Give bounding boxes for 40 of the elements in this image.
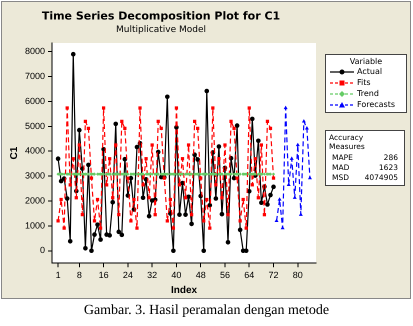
point	[284, 106, 288, 110]
point	[286, 182, 291, 186]
point	[302, 119, 306, 123]
legend-label: Trend	[357, 89, 379, 98]
point	[274, 218, 279, 222]
text: Gambar. 3. Hasil peramalan dengan metode	[82, 303, 330, 319]
x-tick-label: 72	[268, 270, 279, 280]
legend-label: Actual	[357, 67, 382, 76]
legend-label: Forecasts	[357, 100, 396, 109]
point	[304, 126, 309, 130]
chart-title: Time Series Decomposition Plot for C1	[42, 9, 280, 22]
point	[308, 176, 312, 180]
legend-label: Fits	[357, 78, 371, 87]
point	[298, 212, 303, 216]
y-tick-label: 8000	[24, 46, 46, 56]
x-tick-label: 80	[292, 270, 303, 280]
y-tick-label: 2000	[24, 195, 46, 206]
chart-subtitle: Multiplicative Model	[116, 24, 206, 35]
legend-title: Variable	[348, 57, 384, 66]
y-tick-label: 1000	[24, 220, 46, 230]
x-tick-label: 16	[98, 270, 109, 280]
x-tick-label: 1	[56, 270, 61, 280]
x-tick-label: 56	[220, 270, 230, 280]
point	[278, 197, 282, 201]
x-tick-label: 40	[171, 270, 182, 280]
x-tick-label: 64	[244, 270, 254, 280]
x-axis-title: Index	[170, 284, 198, 296]
y-tick-label: 0	[40, 245, 46, 256]
point	[290, 156, 294, 160]
y-tick-label: 6000	[24, 96, 46, 106]
y-tick-label: 7000	[24, 71, 46, 82]
x-tick-label: 8	[76, 270, 82, 280]
point	[296, 142, 300, 146]
x-tick-label: 32	[147, 270, 158, 280]
x-tick-label: 48	[196, 270, 206, 280]
y-tick-label: 4000	[24, 146, 46, 156]
y-tick-label: 3000	[24, 170, 46, 181]
x-tick-label: 24	[122, 270, 133, 280]
y-axis-title: C1	[8, 146, 20, 160]
y-tick-label: 5000	[24, 120, 46, 131]
